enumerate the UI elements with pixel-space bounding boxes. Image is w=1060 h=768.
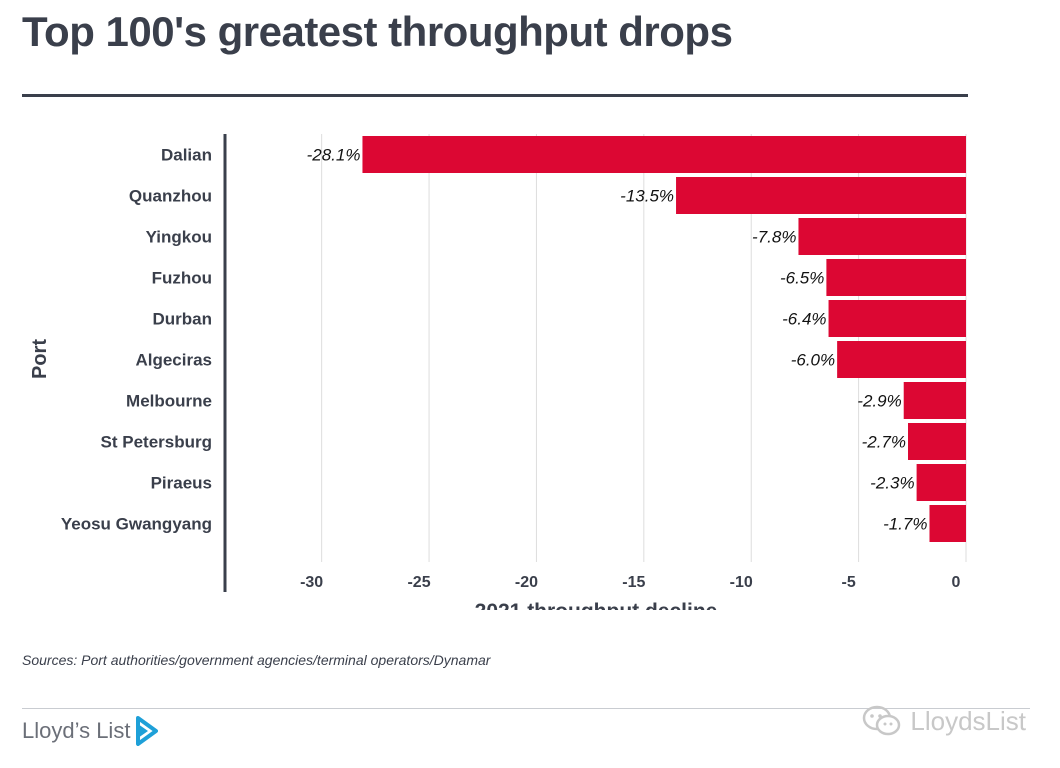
- logo-text: Lloyd’s List: [22, 718, 131, 743]
- data-label: -2.3%: [870, 474, 914, 493]
- chart-title: Top 100's greatest throughput drops: [22, 8, 733, 55]
- category-label: Melbourne: [126, 392, 212, 411]
- bar: [798, 218, 966, 255]
- data-label: -13.5%: [620, 187, 674, 206]
- category-label: Algeciras: [135, 351, 212, 370]
- bar: [903, 382, 966, 419]
- y-axis-title: Port: [29, 339, 51, 379]
- bar: [826, 259, 966, 296]
- bar: [362, 136, 966, 173]
- chevron-play-icon: [136, 716, 159, 746]
- watermark-text: LloydsList: [910, 705, 1026, 736]
- bar: [828, 300, 966, 337]
- data-label: -2.7%: [862, 433, 906, 452]
- title-divider: [22, 94, 968, 97]
- category-label: St Petersburg: [101, 433, 212, 452]
- bar-chart: -28.1% -13.5% -7.8% -6.5% -6.4% -6.0% -2.9% -2.…: [29, 134, 967, 610]
- data-label: -2.9%: [857, 392, 901, 411]
- value-labels: -28.1% -13.5% -7.8% -6.5% -6.4% -6.0% -2.9% -2.…: [307, 146, 928, 534]
- x-tick-label: -15: [622, 574, 645, 591]
- data-label: -7.8%: [752, 228, 796, 247]
- lloyds-list-logo: Lloyd’s List: [22, 716, 159, 746]
- bars: [362, 136, 966, 542]
- x-tick-label: -25: [407, 574, 430, 591]
- bar: [837, 341, 966, 378]
- category-label: Durban: [153, 310, 213, 329]
- category-label: Piraeus: [151, 474, 212, 493]
- category-label: Yingkou: [146, 228, 212, 247]
- category-label: Dalian: [161, 146, 212, 165]
- data-label: -1.7%: [883, 515, 927, 534]
- data-label: -6.4%: [782, 310, 826, 329]
- bar: [676, 177, 966, 214]
- category-label: Fuzhou: [152, 269, 212, 288]
- x-tick-label: -30: [300, 574, 323, 591]
- x-tick-label: -20: [515, 574, 538, 591]
- bar: [908, 423, 966, 460]
- x-tick-label: 0: [952, 574, 961, 591]
- x-tick-label: -10: [730, 574, 753, 591]
- category-label: Quanzhou: [129, 187, 212, 206]
- bar: [916, 464, 966, 501]
- x-axis-title: 2021 throughput decline: [475, 600, 718, 610]
- footer-divider: [22, 708, 1030, 709]
- source-note: Sources: Port authorities/government age…: [22, 652, 491, 668]
- category-labels: Dalian Quanzhou Yingkou Fuzhou Durban Algecir…: [61, 146, 212, 534]
- watermark: LloydsList: [862, 704, 1026, 738]
- x-tick-label: -5: [841, 574, 855, 591]
- data-label: -6.5%: [780, 269, 824, 288]
- bar: [929, 505, 966, 542]
- data-label: -6.0%: [791, 351, 835, 370]
- x-tick-labels: -30 -25 -20 -15 -10 -5 0: [300, 574, 960, 591]
- chat-bubbles-icon: [863, 705, 901, 736]
- data-label: -28.1%: [307, 146, 361, 165]
- category-label: Yeosu Gwangyang: [61, 515, 212, 534]
